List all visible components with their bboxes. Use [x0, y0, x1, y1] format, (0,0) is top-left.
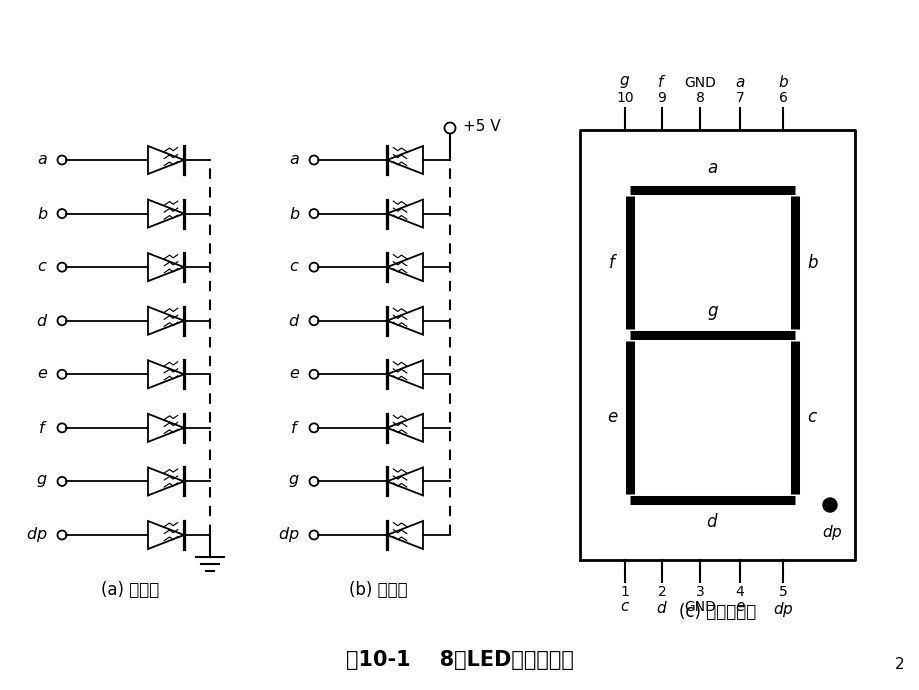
Text: 5: 5: [777, 585, 787, 599]
Text: $c$: $c$: [619, 600, 630, 614]
Text: $g$: $g$: [289, 473, 300, 489]
Text: 1: 1: [620, 585, 629, 599]
Text: 10: 10: [616, 91, 633, 105]
Text: 3: 3: [695, 585, 704, 599]
Text: $dp$: $dp$: [772, 600, 792, 619]
Text: 图10-1    8端LED结构及外形: 图10-1 8端LED结构及外形: [346, 650, 573, 670]
Text: $d$: $d$: [288, 313, 300, 328]
Text: $b$: $b$: [806, 253, 818, 271]
Text: +5 V: +5 V: [462, 119, 500, 133]
Text: $e$: $e$: [37, 367, 48, 382]
Text: $c$: $c$: [289, 260, 300, 274]
Text: $g$: $g$: [618, 74, 630, 90]
Text: (a) 共阴极: (a) 共阴极: [101, 581, 159, 599]
Text: $g$: $g$: [37, 473, 48, 489]
Text: 8: 8: [695, 91, 704, 105]
Text: $dp$: $dp$: [27, 526, 48, 544]
Text: 2: 2: [894, 657, 904, 672]
Text: $a$: $a$: [289, 153, 300, 167]
Text: $d$: $d$: [706, 513, 718, 531]
Text: $d$: $d$: [36, 313, 48, 328]
Text: $a$: $a$: [706, 160, 717, 177]
Text: GND: GND: [684, 600, 715, 614]
Text: $b$: $b$: [777, 74, 788, 90]
Text: $g$: $g$: [706, 304, 718, 322]
Text: $a$: $a$: [734, 76, 744, 90]
Text: $b$: $b$: [289, 206, 300, 221]
Circle shape: [823, 498, 836, 512]
Text: $d$: $d$: [655, 600, 667, 616]
Text: $f$: $f$: [39, 420, 48, 436]
Text: $dp$: $dp$: [278, 526, 300, 544]
Text: (c) 外形及引脚: (c) 外形及引脚: [678, 603, 755, 621]
Text: 4: 4: [735, 585, 743, 599]
Text: 2: 2: [657, 585, 665, 599]
Text: 7: 7: [735, 91, 743, 105]
Text: $e$: $e$: [734, 600, 744, 614]
Text: $c$: $c$: [806, 409, 817, 426]
Text: $f$: $f$: [607, 253, 618, 271]
Text: $f$: $f$: [290, 420, 300, 436]
Text: 9: 9: [657, 91, 665, 105]
Text: $c$: $c$: [38, 260, 48, 274]
Text: $e$: $e$: [606, 409, 618, 426]
Text: GND: GND: [684, 76, 715, 90]
Text: $dp$: $dp$: [821, 523, 842, 542]
Text: $f$: $f$: [657, 74, 666, 90]
Text: 6: 6: [777, 91, 787, 105]
Text: (b) 共阳极: (b) 共阳极: [348, 581, 407, 599]
Text: $e$: $e$: [289, 367, 300, 382]
Text: $a$: $a$: [37, 153, 48, 167]
Text: $b$: $b$: [37, 206, 48, 221]
